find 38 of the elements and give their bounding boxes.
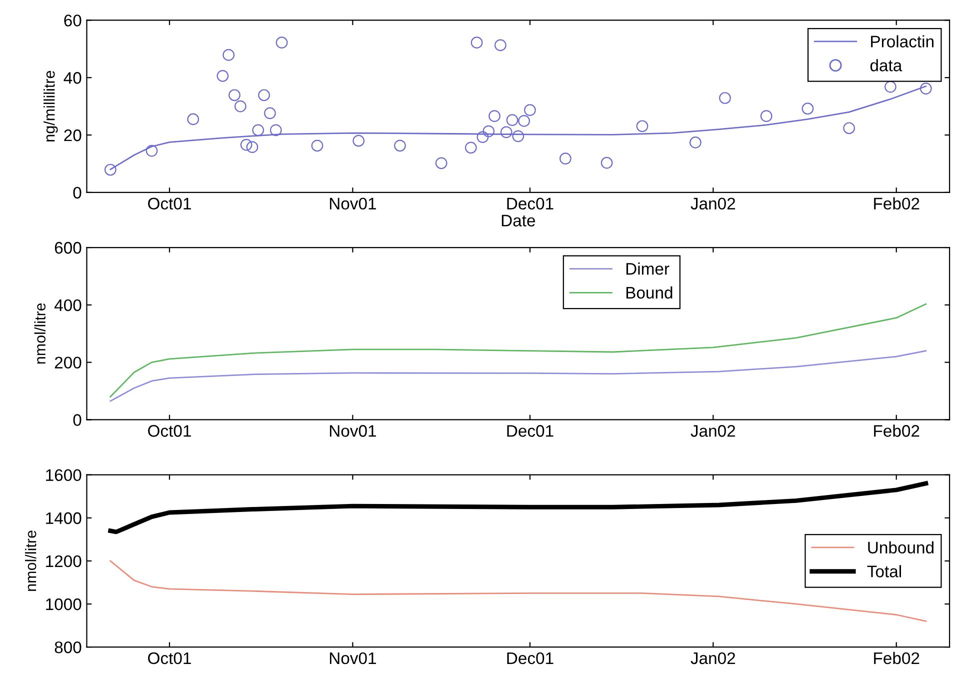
x-tick-label: Nov01 — [330, 652, 376, 664]
legend-label: Total — [867, 565, 901, 578]
x-tick-label: Oct01 — [148, 652, 191, 664]
y-tick-label: 60 — [64, 14, 82, 26]
x-tick-label: Oct01 — [148, 198, 191, 210]
y-tick-label: 200 — [54, 356, 82, 369]
x-tick-label: Jan02 — [690, 198, 736, 210]
y-tick-label: 1600 — [46, 469, 82, 482]
x-tick-label: Dec01 — [507, 652, 554, 664]
x-tick-label: Nov01 — [330, 425, 376, 437]
y-axis-title: nmol/litre — [25, 530, 36, 591]
y-tick-label: 1400 — [46, 512, 82, 524]
y-axis-title: ng/millilitre — [44, 70, 58, 142]
y-tick-label: 800 — [54, 641, 82, 654]
y-tick-label: 0 — [73, 186, 82, 199]
x-tick-label: Feb02 — [874, 424, 920, 437]
y-tick-label: 40 — [64, 72, 82, 84]
x-tick-label: Dec01 — [507, 198, 554, 210]
legend-label: Bound — [626, 286, 672, 299]
y-tick-label: 400 — [54, 299, 82, 312]
y-tick-label: 1000 — [46, 598, 82, 610]
x-axis-title: Date — [502, 214, 536, 226]
x-tick-label: Jan02 — [690, 425, 736, 437]
y-tick-label: 20 — [64, 129, 82, 142]
y-tick-label: 600 — [54, 242, 82, 254]
x-tick-label: Jan02 — [690, 652, 736, 664]
y-tick-label: 0 — [73, 414, 82, 426]
y-axis-title: nmol/litre — [34, 303, 46, 364]
legend-label: data — [870, 59, 902, 72]
legend-label: Unbound — [868, 541, 934, 554]
y-tick-label: 1200 — [46, 555, 82, 568]
x-tick-label: Feb02 — [874, 652, 920, 664]
x-tick-label: Nov01 — [330, 198, 376, 210]
legend-label: Prolactin — [871, 35, 934, 48]
x-tick-label: Dec01 — [507, 425, 554, 437]
legend-label: Dimer — [626, 262, 670, 275]
x-tick-label: Feb02 — [874, 197, 920, 210]
x-tick-label: Oct01 — [148, 425, 191, 437]
